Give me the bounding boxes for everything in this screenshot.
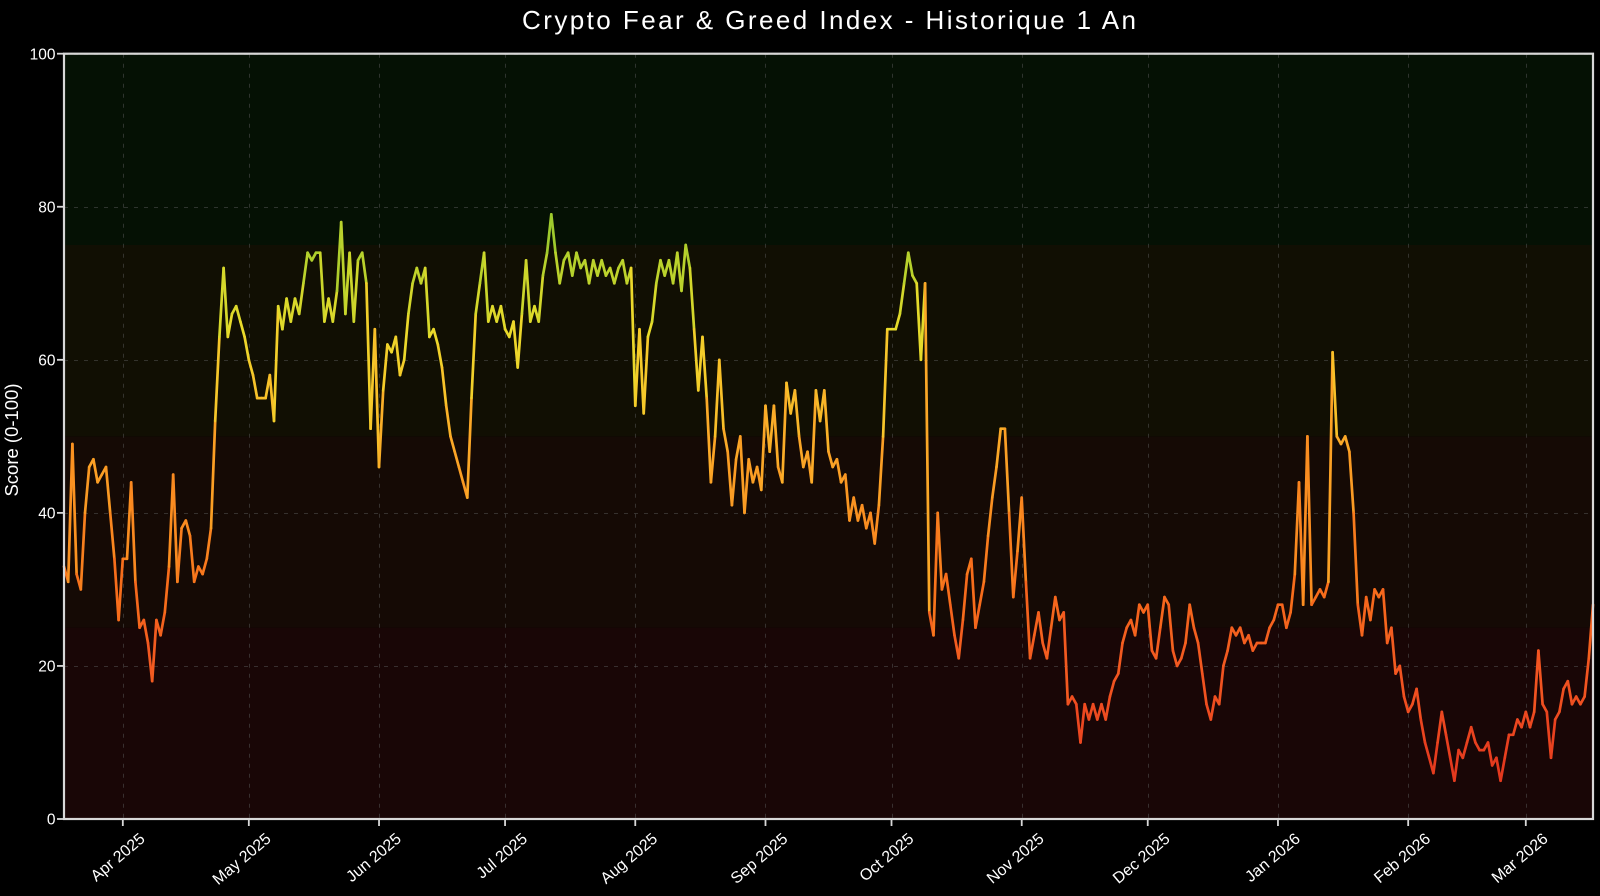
- svg-text:100: 100: [30, 46, 56, 63]
- svg-text:0: 0: [47, 812, 56, 829]
- svg-text:Score (0-100): Score (0-100): [1, 383, 22, 496]
- svg-text:80: 80: [38, 199, 56, 216]
- svg-text:20: 20: [38, 659, 56, 676]
- svg-text:60: 60: [38, 353, 56, 370]
- svg-text:40: 40: [38, 506, 56, 523]
- svg-text:Crypto Fear & Greed Index - Hi: Crypto Fear & Greed Index - Historique 1…: [522, 5, 1136, 35]
